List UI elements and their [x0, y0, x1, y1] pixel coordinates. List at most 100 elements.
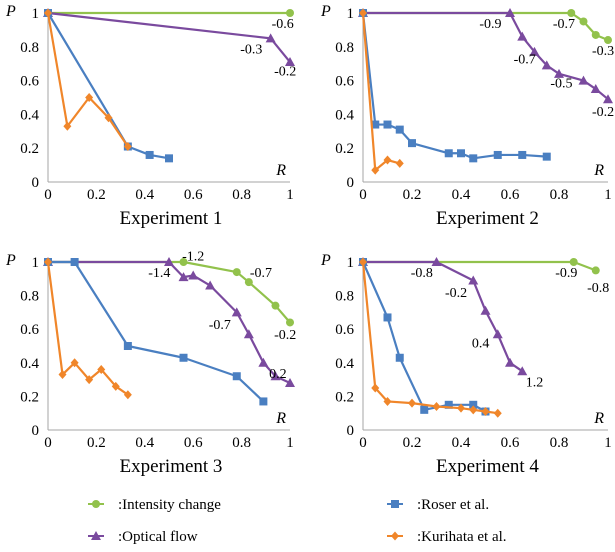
- y-tick-label: 0.2: [335, 141, 354, 157]
- y-tick-label: 1: [347, 255, 355, 271]
- x-tick-label: 0.6: [184, 187, 203, 203]
- data-point-optical: [603, 94, 613, 104]
- data-point-optical: [265, 33, 276, 43]
- x-tick-label: 0.4: [135, 187, 154, 203]
- point-annotation: -0.9: [555, 266, 577, 281]
- point-annotation: 1.2: [526, 375, 544, 390]
- legend-label: :Optical flow: [118, 529, 198, 545]
- data-point-roser: [408, 139, 416, 148]
- legend-item-roser: :Roser et al.: [387, 497, 489, 513]
- point-annotation: -0.6: [272, 17, 294, 32]
- y-axis-label: P: [5, 3, 16, 20]
- y-tick-label: 0.2: [20, 389, 39, 405]
- legend-item-optical: :Optical flow: [88, 529, 198, 545]
- x-axis-label: R: [593, 410, 604, 427]
- data-point-optical: [480, 305, 491, 315]
- data-point-intensity: [244, 278, 253, 287]
- point-annotation: -0.2: [274, 64, 296, 79]
- point-annotation: 0.4: [472, 337, 490, 352]
- y-tick-label: 0.2: [20, 141, 39, 157]
- data-point-optical: [505, 8, 515, 17]
- series-kurihata: [359, 8, 404, 175]
- data-point-kurihata: [469, 405, 478, 415]
- data-point-roser: [371, 120, 380, 129]
- data-point-optical: [529, 46, 540, 56]
- y-axis-label: P: [320, 3, 331, 20]
- chart-panel-3: 0 0.2 0.4 0.6 0.8 100.20.40.60.81PRExperiment…: [5, 249, 296, 477]
- data-point-kurihata: [63, 121, 72, 131]
- data-point-optical: [243, 329, 254, 339]
- data-point-optical: [231, 307, 242, 317]
- chart-panel-2: 0 0.2 0.4 0.6 0.8 100.20.40.60.81PRExperiment…: [320, 3, 614, 229]
- data-point-kurihata: [70, 358, 79, 368]
- data-point-intensity: [604, 36, 612, 45]
- chart-title: Experiment 1: [120, 208, 223, 229]
- data-point-optical: [258, 357, 269, 367]
- point-annotation: 0.2: [269, 367, 287, 382]
- x-tick-label: 0: [44, 435, 52, 451]
- data-point-roser: [457, 149, 465, 158]
- data-point-kurihata: [44, 8, 52, 18]
- y-tick-label: 0.6: [335, 322, 354, 338]
- point-annotation: -0.3: [592, 44, 614, 59]
- x-tick-label: 0.6: [501, 187, 520, 203]
- data-point-intensity: [286, 9, 294, 17]
- x-axis-label: R: [275, 410, 286, 427]
- data-point-intensity: [286, 318, 294, 327]
- y-tick-label: 0.4: [20, 356, 39, 372]
- series-kurihata: [359, 257, 502, 418]
- chart-panel-1: 0 0.2 0.4 0.6 0.8 100.20.40.60.81PRExperiment…: [5, 3, 296, 229]
- data-point-intensity: [232, 268, 241, 277]
- y-tick-label: 0.8: [335, 289, 354, 305]
- data-point-intensity: [271, 301, 280, 310]
- point-annotation: -0.7: [250, 266, 272, 281]
- data-point-roser: [70, 258, 79, 266]
- data-point-kurihata: [432, 401, 441, 411]
- data-point-roser: [469, 400, 478, 409]
- data-point-optical: [468, 275, 479, 285]
- y-tick-label: 0: [347, 423, 355, 439]
- x-axis-label: R: [275, 162, 286, 179]
- series-line-roser: [361, 261, 487, 413]
- x-tick-label: 1: [604, 435, 612, 451]
- chart-title: Experiment 2: [436, 208, 539, 229]
- series-line-optical: [48, 260, 291, 384]
- data-point-optical: [188, 270, 199, 280]
- point-annotation: -0.2: [445, 286, 467, 301]
- data-point-roser: [542, 152, 551, 161]
- data-point-intensity: [567, 9, 576, 17]
- series-kurihata: [44, 8, 132, 152]
- data-point-kurihata: [493, 408, 502, 418]
- series-roser: [44, 9, 173, 163]
- data-point-optical: [285, 57, 295, 67]
- x-tick-label: 0.2: [403, 435, 422, 451]
- x-tick-label: 1: [604, 187, 612, 203]
- x-tick-label: 0.6: [184, 435, 203, 451]
- data-point-kurihata: [123, 390, 132, 400]
- data-point-kurihata: [104, 113, 113, 123]
- x-tick-label: 0.8: [232, 435, 251, 451]
- x-tick-label: 1: [286, 187, 294, 203]
- data-point-optical: [178, 272, 189, 282]
- y-tick-label: 0: [32, 423, 40, 439]
- legend-square-icon: [391, 500, 399, 508]
- data-point-kurihata: [371, 165, 380, 175]
- x-tick-label: 0.4: [135, 435, 154, 451]
- data-point-optical: [205, 280, 216, 290]
- data-point-intensity: [579, 17, 588, 26]
- data-point-intensity: [591, 30, 600, 39]
- data-point-kurihata: [359, 8, 367, 18]
- data-point-kurihata: [395, 158, 404, 168]
- point-annotation: -0.8: [587, 281, 609, 296]
- y-tick-label: 1: [32, 255, 40, 271]
- legend-triangle-icon: [91, 531, 101, 540]
- x-tick-label: 0.4: [452, 187, 471, 203]
- data-point-kurihata: [371, 383, 380, 393]
- y-tick-label: 1: [347, 6, 355, 22]
- data-point-kurihata: [359, 257, 367, 267]
- data-point-roser: [179, 353, 188, 362]
- point-annotation: -0.7: [209, 318, 231, 333]
- data-point-roser: [395, 353, 404, 362]
- data-point-roser: [469, 154, 478, 163]
- data-point-intensity: [569, 258, 578, 266]
